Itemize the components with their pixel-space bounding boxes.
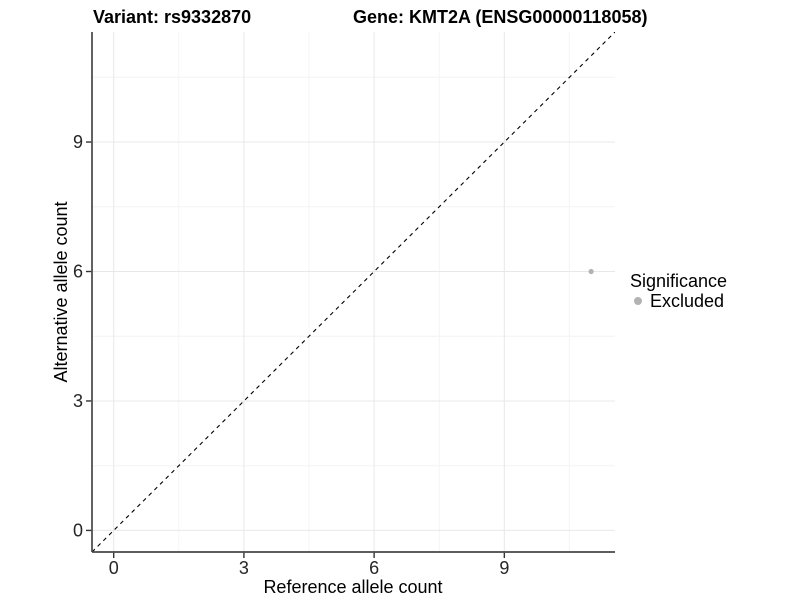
legend-title: Significance (630, 271, 728, 291)
legend-key-dot-icon (634, 297, 642, 305)
x-tick-label: 9 (499, 558, 509, 578)
identity-dashed-line (92, 32, 615, 552)
data-point (588, 268, 594, 275)
y-tick-label: 0 (73, 520, 83, 540)
x-tick-label: 3 (239, 558, 249, 578)
x-tick-label: 0 (109, 558, 119, 578)
x-tick-label: 6 (369, 558, 379, 578)
y-tick-label: 9 (73, 132, 83, 152)
legend-items: Excluded (630, 291, 727, 311)
y-tick-label: 6 (73, 262, 83, 282)
x-axis-label: Reference allele count (263, 577, 443, 597)
gene-title: Gene: KMT2A (ENSG00000118058) (353, 7, 648, 27)
variant-title: Variant: rs9332870 (93, 7, 252, 27)
y-tick-label: 3 (73, 391, 83, 411)
y-axis-label: Alternative allele count (51, 201, 71, 383)
legend: Significance Excluded (630, 271, 727, 311)
legend-item-label: Excluded (650, 290, 725, 311)
legend-item: Excluded (630, 291, 727, 311)
